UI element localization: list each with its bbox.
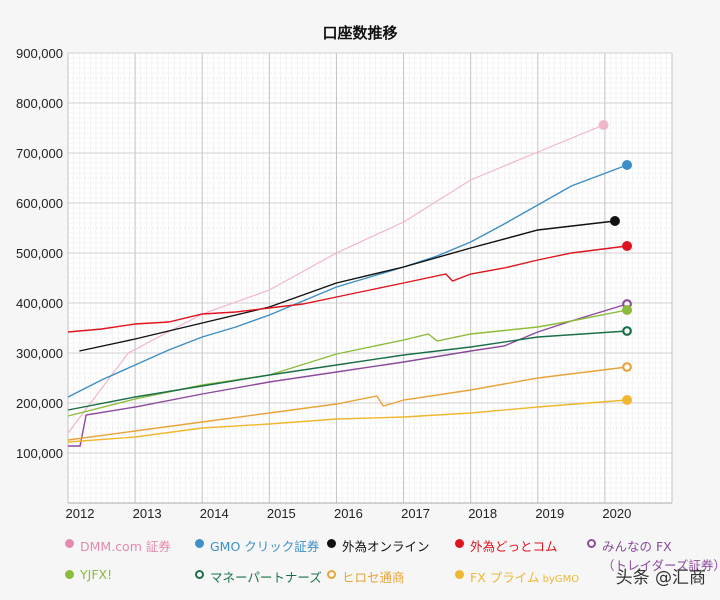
y-tick-label: 800,000 <box>16 96 63 111</box>
series-1 <box>67 160 633 398</box>
series-line <box>79 220 616 352</box>
series-end-marker <box>622 395 633 405</box>
series-line <box>67 164 628 398</box>
series-3 <box>67 241 633 333</box>
x-tick-label: 2016 <box>334 506 363 521</box>
legend-label: DMM.com 証券 <box>80 539 171 554</box>
series-0 <box>67 120 609 434</box>
y-tick-label: 600,000 <box>16 196 63 211</box>
series-end-marker <box>622 362 632 372</box>
legend-item[interactable]: みんなの FX （トレイダーズ証券） <box>587 536 720 574</box>
circle-icon <box>65 539 74 548</box>
series-line <box>68 303 628 447</box>
legend-label-sub: （トレイダーズ証券） <box>602 558 720 573</box>
series-end-marker <box>609 216 620 226</box>
x-tick-label: 2020 <box>602 506 631 521</box>
y-tick-label: 200,000 <box>16 396 63 411</box>
legend-item[interactable]: 外為オンライン <box>327 536 430 555</box>
series-2 <box>79 216 620 352</box>
x-tick-label: 2013 <box>133 506 162 521</box>
legend-label: GMO クリック証券 <box>210 539 320 554</box>
x-tick-label: 2012 <box>66 506 95 521</box>
series-line <box>67 330 628 411</box>
chart-title: 口座数推移 <box>322 24 398 42</box>
hollow-circle-icon <box>195 570 204 579</box>
legend-label: 外為オンライン <box>342 539 430 554</box>
hollow-circle-icon <box>587 539 596 548</box>
series-end-marker <box>622 305 633 315</box>
legend-item[interactable]: マネーパートナーズ <box>195 567 322 586</box>
y-tick-label: 500,000 <box>16 246 63 261</box>
circle-icon <box>327 539 336 548</box>
legend-label: マネーパートナーズ <box>210 570 322 585</box>
circle-icon <box>455 570 464 579</box>
series-end-marker <box>598 120 609 130</box>
series-end-marker <box>622 160 633 170</box>
x-tick-label: 2014 <box>200 506 229 521</box>
legend-item[interactable]: ヒロセ通商 <box>327 567 405 586</box>
legend-item[interactable]: YJFX! <box>65 567 112 582</box>
series-7 <box>67 362 632 441</box>
x-tick-label: 2018 <box>468 506 497 521</box>
y-tick-label: 400,000 <box>16 296 63 311</box>
series-end-marker <box>622 326 632 336</box>
legend-item[interactable]: DMM.com 証券 <box>65 536 171 555</box>
legend-label-suffix: byGMO <box>539 574 580 585</box>
y-tick-label: 300,000 <box>16 346 63 361</box>
series-line <box>67 366 628 441</box>
series-line <box>67 309 628 417</box>
circle-icon <box>65 570 74 579</box>
y-tick-label: 700,000 <box>16 146 63 161</box>
legend-item[interactable]: FX プライム byGMO <box>455 567 579 586</box>
series-line <box>67 399 628 443</box>
x-tick-label: 2015 <box>267 506 296 521</box>
hollow-circle-icon <box>327 570 336 579</box>
series-8 <box>67 395 633 443</box>
x-tick-label: 2019 <box>535 506 564 521</box>
y-tick-label: 100,000 <box>16 446 63 461</box>
legend-label: YJFX! <box>80 567 113 582</box>
circle-icon <box>455 539 464 548</box>
legend-label: 外為どっとコム <box>470 539 558 554</box>
legend-item[interactable]: 外為どっとコム <box>455 536 558 555</box>
series-line <box>67 124 604 434</box>
series-end-marker <box>622 241 633 251</box>
legend-label: FX プライム <box>470 570 540 585</box>
series-5 <box>67 305 633 417</box>
legend-item[interactable]: GMO クリック証券 <box>195 536 319 555</box>
y-tick-label: 900,000 <box>16 46 63 61</box>
series-6 <box>67 326 632 411</box>
x-tick-label: 2017 <box>401 506 430 521</box>
legend-label: ヒロセ通商 <box>342 570 405 585</box>
circle-icon <box>195 539 204 548</box>
legend-label: みんなの FX <box>602 539 672 554</box>
watermark: 头条 @汇商 <box>615 568 706 588</box>
series-line <box>67 245 628 333</box>
